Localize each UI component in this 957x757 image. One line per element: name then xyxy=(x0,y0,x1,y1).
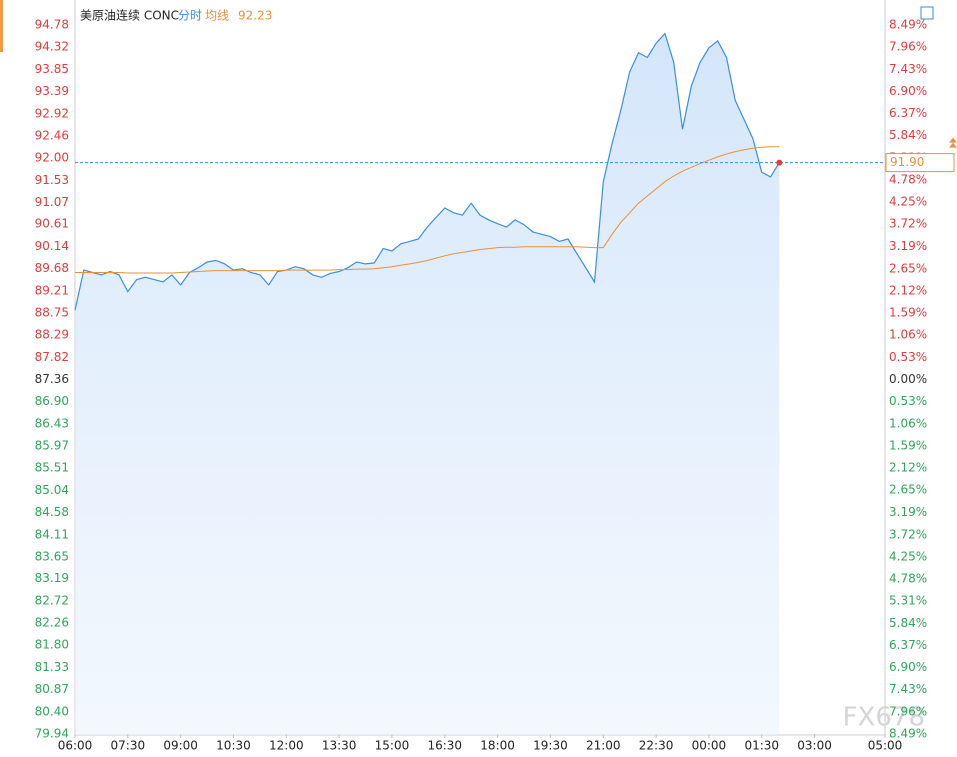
y-tick-label: 92.00 xyxy=(35,150,69,164)
x-tick-label: 05:00 xyxy=(868,739,903,753)
x-tick-label: 10:30 xyxy=(216,739,251,753)
y2-tick-label: 1.06% xyxy=(889,416,927,430)
y2-tick-label: 1.59% xyxy=(889,438,927,452)
average-line xyxy=(75,146,780,274)
y-tick-label: 89.68 xyxy=(35,261,69,275)
y-tick-label: 81.33 xyxy=(35,660,69,674)
x-tick-label: 07:30 xyxy=(111,739,146,753)
legend-average: 均线 xyxy=(205,9,229,23)
y2-tick-label: 6.37% xyxy=(889,106,927,120)
y2-tick-label: 5.31% xyxy=(889,594,927,608)
y-tick-label: 93.39 xyxy=(35,84,69,98)
x-tick-label: 06:00 xyxy=(58,739,93,753)
y-tick-label: 85.04 xyxy=(35,483,69,497)
chart-title: 美原油连续 CONC xyxy=(80,8,179,23)
x-tick-label: 15:00 xyxy=(375,739,410,753)
x-tick-label: 22:30 xyxy=(639,739,674,753)
y2-tick-label: 2.12% xyxy=(889,283,927,297)
legend-price: 分时 xyxy=(178,9,202,23)
y-tick-label: 85.97 xyxy=(35,438,69,452)
y2-tick-label: 2.65% xyxy=(889,483,927,497)
watermark: FX678 xyxy=(843,703,925,733)
y-tick-label: 81.80 xyxy=(35,638,69,652)
y2-tick-label: 7.43% xyxy=(889,682,927,696)
expand-icon[interactable] xyxy=(920,6,934,20)
y-tick-label: 94.78 xyxy=(35,18,69,32)
y2-tick-label: 0.53% xyxy=(889,394,927,408)
y-tick-label: 84.58 xyxy=(35,505,69,519)
y2-tick-label: 2.12% xyxy=(889,461,927,475)
y2-tick-label: 6.37% xyxy=(889,638,927,652)
y2-tick-label: 6.90% xyxy=(889,84,927,98)
y-tick-label: 88.75 xyxy=(35,306,69,320)
x-tick-label: 21:00 xyxy=(586,739,621,753)
y-tick-label: 92.92 xyxy=(35,106,69,120)
last-price-arrow xyxy=(949,137,957,148)
y2-tick-label: 3.72% xyxy=(889,527,927,541)
y2-tick-label: 1.59% xyxy=(889,306,927,320)
last-price-box xyxy=(885,153,955,173)
y-tick-label: 87.82 xyxy=(35,350,69,364)
y2-tick-label: 0.00% xyxy=(889,372,927,386)
y2-tick-label: 4.78% xyxy=(889,172,927,186)
x-tick-label: 13:30 xyxy=(322,739,357,753)
last-point xyxy=(776,159,783,166)
y2-tick-label: 7.96% xyxy=(889,40,927,54)
y-tick-label: 86.90 xyxy=(35,394,69,408)
y-tick-label: 82.72 xyxy=(35,594,69,608)
y2-tick-label: 4.78% xyxy=(889,572,927,586)
y-tick-label: 84.11 xyxy=(35,527,69,541)
y-tick-label: 91.07 xyxy=(35,195,69,209)
y2-tick-label: 0.53% xyxy=(889,350,927,364)
y-tick-label: 86.43 xyxy=(35,416,69,430)
y2-tick-label: 8.49% xyxy=(889,727,927,741)
y-tick-label: 87.36 xyxy=(35,372,69,386)
y-tick-label: 92.46 xyxy=(35,128,69,142)
y2-tick-label: 7.96% xyxy=(889,704,927,718)
y-tick-label: 79.94 xyxy=(35,727,69,741)
x-tick-label: 12:00 xyxy=(269,739,304,753)
y-tick-label: 90.14 xyxy=(35,239,69,253)
x-tick-label: 03:00 xyxy=(797,739,832,753)
y2-tick-label: 5.84% xyxy=(889,616,927,630)
y-tick-label: 91.53 xyxy=(35,173,69,187)
y-tick-label: 80.40 xyxy=(35,705,69,719)
x-tick-label: 16:30 xyxy=(427,739,462,753)
x-tick-label: 09:00 xyxy=(163,739,198,753)
y-tick-label: 89.21 xyxy=(35,284,69,298)
y2-tick-label: 3.72% xyxy=(889,217,927,231)
y-tick-label: 83.19 xyxy=(35,571,69,585)
y2-tick-label: 8.49% xyxy=(889,18,927,32)
y-tick-label: 80.87 xyxy=(35,682,69,696)
y-tick-label: 93.85 xyxy=(35,62,69,76)
y2-tick-label: 3.19% xyxy=(889,505,927,519)
y2-tick-label: 1.06% xyxy=(889,328,927,342)
price-area xyxy=(75,33,780,736)
x-tick-label: 01:30 xyxy=(744,739,779,753)
y-tick-label: 88.29 xyxy=(35,328,69,342)
y2-tick-label: 2.65% xyxy=(889,261,927,275)
x-tick-label: 00:00 xyxy=(692,739,727,753)
y-tick-label: 94.32 xyxy=(35,39,69,53)
y-tick-label: 82.26 xyxy=(35,616,69,630)
y2-tick-label: 4.25% xyxy=(889,195,927,209)
legend-average-value: 92.23 xyxy=(238,9,272,23)
last-price-label: 91.90 xyxy=(890,155,924,169)
y-tick-label: 90.61 xyxy=(35,217,69,231)
y2-tick-label: 7.43% xyxy=(889,62,927,76)
y-tick-label: 85.51 xyxy=(35,460,69,474)
y2-tick-label: 4.25% xyxy=(889,549,927,563)
left-accent xyxy=(0,0,3,52)
y2-tick-label: 6.90% xyxy=(889,660,927,674)
x-tick-label: 19:30 xyxy=(533,739,568,753)
x-tick-label: 18:00 xyxy=(480,739,515,753)
y-tick-label: 83.65 xyxy=(35,549,69,563)
price-line xyxy=(74,32,780,311)
y2-tick-label: 3.19% xyxy=(889,239,927,253)
y2-tick-label: 5.84% xyxy=(889,128,927,142)
